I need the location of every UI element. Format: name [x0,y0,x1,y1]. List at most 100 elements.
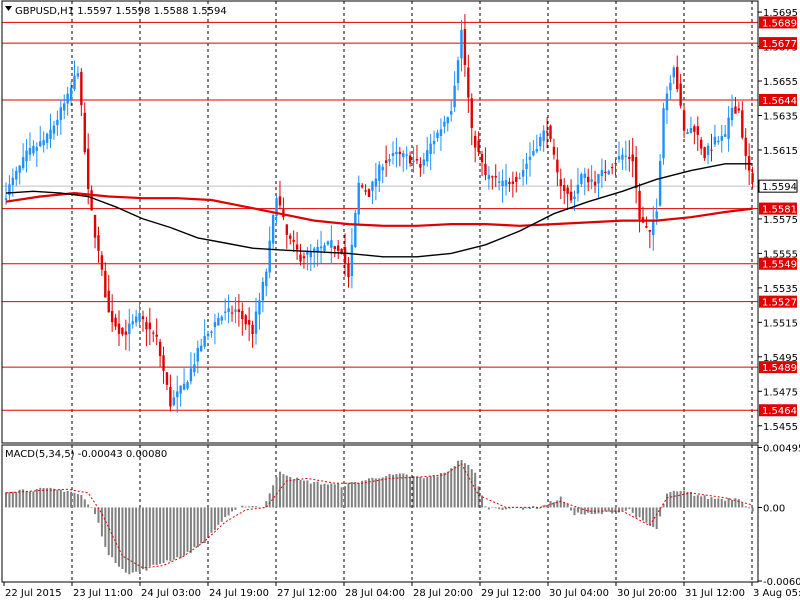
price-level-label: 1.5689 [762,18,797,29]
candle-body [114,317,117,327]
candle-body [470,98,473,128]
price-level-tag [759,404,797,417]
candle-body [682,110,686,131]
candle-body [189,368,193,382]
x-tick-label: 22 Jul 2015 [5,588,62,599]
candle-body [138,313,141,322]
candle-body [604,171,607,173]
candle-body [645,226,648,228]
candle-body [419,163,422,168]
candle-body [552,146,556,155]
candle-body [737,108,741,111]
x-tick-label: 28 Jul 04:00 [345,588,405,599]
candle-body [384,160,388,163]
candle-body [56,119,59,126]
candle-body [621,154,624,160]
candle-body [741,110,744,138]
macd-y-tick-label: 0.00 [763,503,785,514]
candle-body [436,132,439,139]
candle-body [213,322,217,328]
candle-body [289,235,292,239]
candle-body [206,333,210,337]
candle-body [597,174,600,184]
candle-body [391,153,395,156]
candle-body [100,255,104,270]
candle-body [446,117,449,124]
candle-body [460,29,463,59]
candle-body [679,83,682,106]
candle-body [580,174,583,185]
candle-body [141,316,145,320]
candle-body [696,126,699,135]
candle-body [700,139,703,149]
x-tick-label: 23 Jul 11:00 [73,588,133,599]
candle-body [405,154,408,156]
candle-body [169,387,172,407]
candle-body [751,173,754,182]
candle-body [453,85,456,108]
candle-body [706,145,710,156]
candle-body [535,149,539,152]
candle-body [563,185,566,191]
macd-y-tick-label: -0.00608 [763,577,800,588]
candle-body [196,347,199,362]
price-panel-frame [1,0,759,444]
candle-body [744,137,747,156]
candle-body [104,270,107,298]
candle-body [179,385,182,394]
price-level-tag [759,16,797,29]
candle-body [395,151,398,155]
candle-body [117,323,121,334]
candle-body [576,184,580,194]
candle-body [467,67,470,98]
candle-body [487,175,491,180]
candle-body [83,112,86,153]
candle-body [93,214,97,238]
candle-body [193,364,196,373]
symbol-dropdown-icon[interactable] [5,6,12,11]
candle-body [539,137,542,147]
candles [4,14,754,413]
candle-body [333,246,336,250]
x-tick-label: 31 Jul 12:00 [685,588,745,599]
x-tick-label: 29 Jul 12:00 [481,588,541,599]
candle-body [484,163,487,175]
symbol-header: GBPUSD,H1 1.5597 1.5598 1.5588 1.5594 [15,6,227,17]
grid [71,1,753,582]
candle-body [121,327,124,335]
candle-body [247,320,251,325]
candle-body [302,256,306,259]
candle-body [66,93,69,104]
candle-body [710,149,713,151]
candle-body [456,60,460,83]
candle-body [371,181,374,191]
candle-body [593,181,597,186]
price-level-label: 1.5581 [762,205,797,216]
candle-body [128,323,131,335]
candle-body [408,155,412,164]
candle-body [367,189,371,197]
candle-body [607,171,610,175]
candle-body [634,157,638,189]
candle-body [652,221,655,236]
x-tick-label: 30 Jul 20:00 [617,588,677,599]
candle-body [566,187,569,194]
candle-body [586,176,590,183]
current-price-label: 1.5594 [762,182,797,193]
candle-body [265,271,268,287]
current-price-tag [758,179,798,193]
candle-body [480,154,484,163]
candle-body [590,179,593,182]
price-level-label: 1.5549 [762,260,797,271]
candle-body [295,244,299,250]
candle-body [491,176,494,178]
price-level-label: 1.5464 [762,406,797,417]
candle-body [689,128,693,133]
y-tick-label: 1.5455 [763,422,798,433]
candle-body [21,157,25,168]
candle-body [556,159,559,173]
candle-body [251,324,254,334]
y-tick-label: 1.5555 [763,249,798,260]
candle-body [614,163,617,165]
